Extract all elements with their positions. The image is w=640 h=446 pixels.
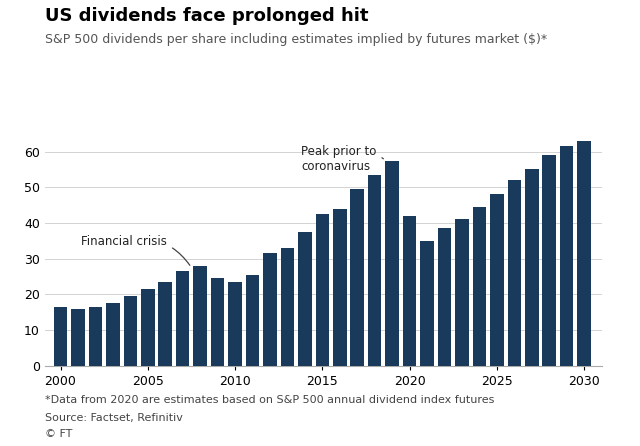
Bar — [141, 289, 155, 366]
Text: S&P 500 dividends per share including estimates implied by futures market ($)*: S&P 500 dividends per share including es… — [45, 33, 547, 46]
Text: Financial crisis: Financial crisis — [81, 235, 190, 265]
Bar — [420, 241, 434, 366]
Bar — [211, 278, 225, 366]
Bar — [193, 266, 207, 366]
Bar — [438, 228, 451, 366]
Bar — [455, 219, 468, 366]
Bar — [316, 214, 329, 366]
Bar — [368, 175, 381, 366]
Text: Source: Factset, Refinitiv: Source: Factset, Refinitiv — [45, 413, 182, 422]
Bar — [472, 207, 486, 366]
Bar — [106, 303, 120, 366]
Bar — [385, 161, 399, 366]
Bar — [333, 209, 347, 366]
Bar — [176, 271, 189, 366]
Text: © FT: © FT — [45, 429, 72, 439]
Bar — [298, 232, 312, 366]
Bar — [228, 282, 242, 366]
Bar — [263, 253, 276, 366]
Text: *Data from 2020 are estimates based on S&P 500 annual dividend index futures: *Data from 2020 are estimates based on S… — [45, 395, 494, 405]
Bar — [351, 189, 364, 366]
Text: US dividends face prolonged hit: US dividends face prolonged hit — [45, 7, 368, 25]
Bar — [71, 309, 84, 366]
Bar — [159, 282, 172, 366]
Bar — [490, 194, 504, 366]
Bar — [280, 248, 294, 366]
Bar — [88, 307, 102, 366]
Bar — [403, 216, 417, 366]
Bar — [508, 180, 521, 366]
Bar — [246, 275, 259, 366]
Bar — [577, 141, 591, 366]
Bar — [543, 155, 556, 366]
Bar — [560, 146, 573, 366]
Text: Peak prior to
coronavirus: Peak prior to coronavirus — [301, 145, 383, 173]
Bar — [54, 307, 67, 366]
Bar — [525, 169, 539, 366]
Bar — [124, 296, 137, 366]
